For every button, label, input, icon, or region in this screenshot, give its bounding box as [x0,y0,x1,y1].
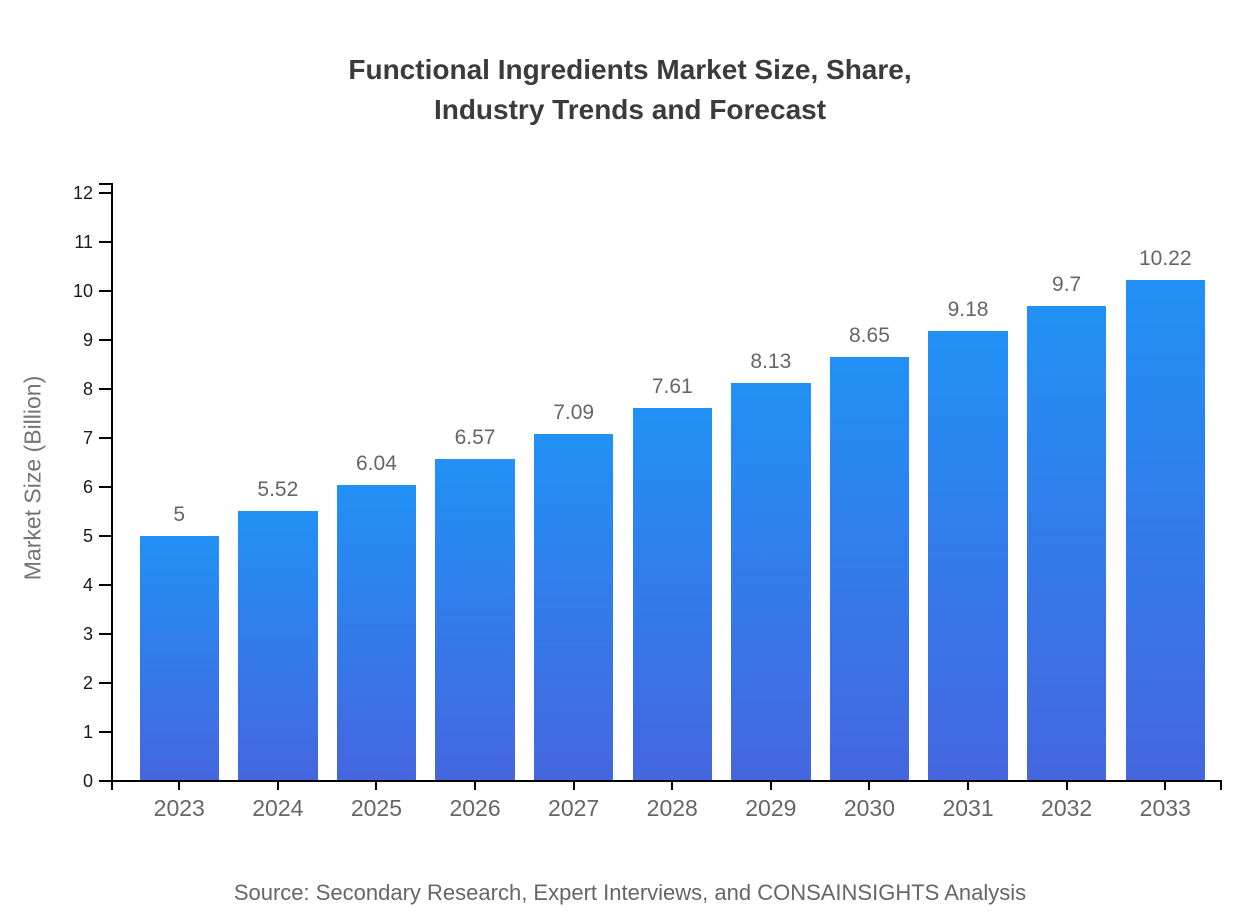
x-tick-label: 2031 [942,795,994,821]
x-tick-label: 2024 [252,795,304,821]
y-tick [99,192,113,194]
x-tick [276,782,279,790]
bar [928,331,1008,780]
bar [731,382,811,780]
x-tick-label: 2032 [1041,795,1093,821]
chart-title: Functional Ingredients Market Size, Shar… [0,50,1260,130]
bar [829,357,910,780]
x-axis-right-cap [1220,781,1222,790]
bar-value-label: 9.7 [1052,272,1082,296]
bar [1026,305,1107,780]
y-tick [99,339,113,341]
x-tick-label: 2025 [350,795,403,821]
y-tick [99,584,113,586]
x-tick-label: 2027 [548,795,600,821]
y-tick [99,437,113,439]
chart-title-line-2: Industry Trends and Forecast [433,94,827,125]
x-tick [572,782,575,790]
y-tick-label: 4 [82,575,93,595]
x-axis-line [111,780,1222,782]
bar [632,408,712,780]
bar-value-label: 9.18 [947,298,989,322]
x-tick-label: 2026 [449,795,501,821]
y-tick [99,290,113,292]
y-tick [99,731,113,733]
x-tick [375,782,378,790]
x-tick [868,782,871,790]
y-tick [99,241,113,243]
bar [435,459,515,780]
bar-value-label: 8.65 [849,324,890,348]
source-note: Source: Secondary Research, Expert Inter… [233,880,1027,905]
x-tick [1164,782,1167,790]
x-tick-label: 2028 [646,795,698,821]
x-tick-label: 2023 [153,795,205,821]
bar-value-label: 7.61 [651,375,693,399]
bar [238,510,318,780]
x-tick-label: 2033 [1139,795,1191,821]
y-tick-label: 12 [72,183,93,203]
bar-value-label: 5.52 [257,477,299,501]
chart-title-line-1: Functional Ingredients Market Size, Shar… [348,54,912,85]
x-tick [967,782,970,790]
y-tick [99,535,113,537]
y-tick [99,780,113,782]
x-tick-label: 2030 [843,795,896,821]
y-tick-label: 8 [82,379,93,399]
bar-value-label: 6.04 [356,452,397,476]
bar [139,536,219,780]
y-tick-label: 11 [74,232,93,252]
x-tick [769,782,772,790]
bar-value-label: 5 [173,503,186,526]
bar [533,433,614,780]
y-tick-label: 10 [72,281,93,301]
y-tick-label: 1 [82,722,93,742]
x-tick [178,782,181,790]
bar [1125,280,1205,780]
y-tick [99,388,113,390]
bar-value-label: 8.13 [750,349,792,373]
y-tick-label: 9 [82,330,93,350]
y-tick [99,486,113,488]
bar [336,485,417,780]
y-axis-line [111,183,113,790]
y-tick-label: 5 [82,526,93,546]
bar-value-label: 7.09 [553,400,595,424]
y-tick-label: 7 [82,428,93,448]
y-tick-label: 3 [82,624,93,644]
y-tick-label: 6 [82,477,93,497]
y-axis-top-cap [99,183,113,185]
x-tick-label: 2029 [745,795,797,821]
bar-value-label: 6.57 [454,426,496,450]
x-tick [474,782,477,790]
y-tick-label: 0 [82,771,93,791]
x-tick [671,782,674,790]
y-tick-label: 2 [82,673,93,693]
y-tick [99,682,113,684]
bar-value-label: 10.22 [1138,247,1192,271]
x-tick [1065,782,1068,790]
y-tick [99,633,113,635]
